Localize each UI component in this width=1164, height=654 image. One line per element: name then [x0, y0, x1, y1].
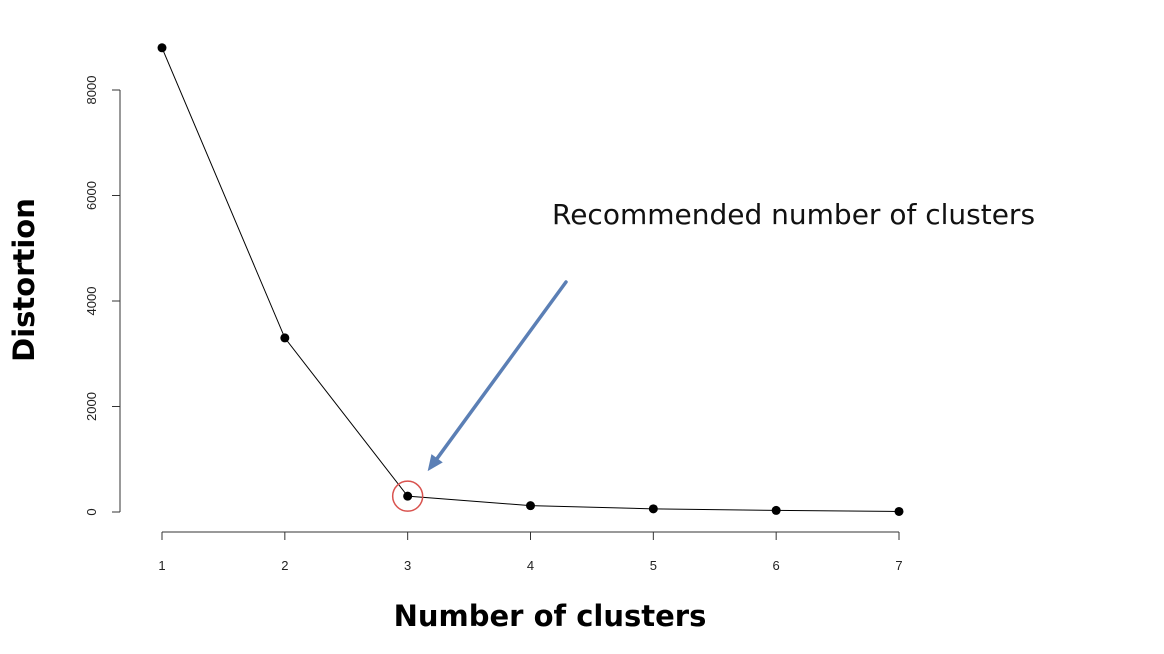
- y-axis: 0 2000 4000 6000 8000: [84, 76, 121, 516]
- plot-area: [157, 43, 904, 516]
- data-point: [648, 504, 658, 514]
- data-point: [526, 501, 535, 511]
- y-tick-label: 4000: [84, 287, 99, 316]
- x-tick-label: 5: [650, 558, 657, 573]
- arrow-head: [427, 454, 443, 472]
- data-point: [280, 333, 290, 343]
- x-tick-label: 7: [895, 558, 902, 573]
- y-tick-label: 2000: [84, 392, 99, 421]
- annotation-arrow: [427, 280, 568, 472]
- arrow-shaft: [431, 280, 568, 465]
- x-axis-label: Number of clusters: [394, 599, 707, 633]
- data-point: [894, 506, 904, 516]
- data-point: [403, 491, 413, 501]
- y-tick-label: 6000: [84, 181, 99, 210]
- series-line: [161, 47, 900, 512]
- x-tick-label: 6: [773, 558, 780, 573]
- x-tick-label: 1: [158, 558, 165, 573]
- data-point: [157, 43, 167, 53]
- x-tick-label: 2: [281, 558, 288, 573]
- x-tick-label: 4: [527, 558, 534, 573]
- data-point: [771, 505, 781, 515]
- y-tick-label: 0: [84, 508, 99, 515]
- annotation-text: Recommended number of clusters: [552, 198, 1035, 231]
- y-tick-label: 8000: [84, 76, 99, 105]
- x-tick-label: 3: [404, 558, 411, 573]
- x-axis: 1 2 3 4 5 6 7: [158, 531, 903, 573]
- highlight-circle: [391, 480, 424, 512]
- y-axis-label: Distortion: [7, 198, 41, 362]
